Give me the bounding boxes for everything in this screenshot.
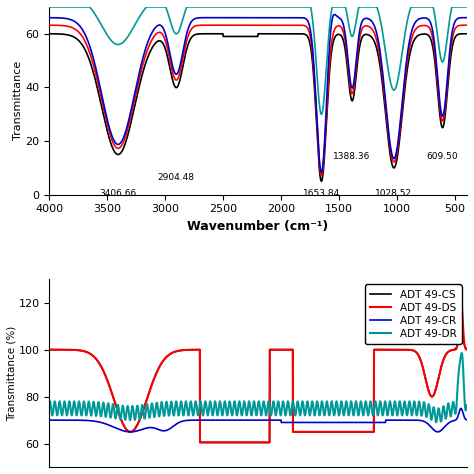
ADT 49-DR: [249, 410, 255, 416]
Text: 1028.52: 1028.52: [375, 190, 412, 199]
ADT 49-DR: [68, 405, 73, 411]
ADT 49-DR: [238, 410, 244, 416]
Text: 2904.48: 2904.48: [158, 173, 195, 182]
Y-axis label: Transmittance (%): Transmittance (%): [7, 326, 17, 421]
ADT 49-DR: [459, 350, 465, 356]
Text: 3406.66: 3406.66: [100, 190, 137, 199]
ADT 49-CS: [46, 347, 52, 353]
ADT 49-CR: [375, 419, 381, 425]
ADT 49-DS: [238, 439, 244, 445]
ADT 49-CR: [46, 417, 52, 423]
ADT 49-DS: [46, 347, 52, 353]
ADT 49-DR: [452, 408, 457, 413]
ADT 49-DR: [464, 402, 470, 408]
Line: ADT 49-CR: ADT 49-CR: [49, 409, 467, 432]
ADT 49-DS: [452, 347, 458, 353]
ADT 49-CR: [128, 429, 133, 435]
ADT 49-DR: [433, 419, 439, 425]
ADT 49-DS: [375, 347, 381, 353]
ADT 49-DR: [452, 409, 458, 415]
Y-axis label: Transmittance: Transmittance: [12, 61, 23, 140]
ADT 49-CS: [197, 439, 203, 445]
ADT 49-CS: [238, 439, 244, 445]
ADT 49-DS: [458, 295, 464, 301]
ADT 49-DR: [375, 412, 381, 418]
ADT 49-CR: [238, 417, 244, 423]
ADT 49-DS: [68, 347, 73, 353]
ADT 49-CR: [250, 417, 255, 423]
ADT 49-CS: [68, 347, 73, 353]
ADT 49-CR: [458, 406, 464, 411]
Legend: ADT 49-CS, ADT 49-DS, ADT 49-CR, ADT 49-DR: ADT 49-CS, ADT 49-DS, ADT 49-CR, ADT 49-…: [365, 284, 462, 344]
Line: ADT 49-DR: ADT 49-DR: [49, 353, 467, 422]
ADT 49-DS: [197, 439, 203, 445]
ADT 49-CS: [250, 439, 255, 445]
ADT 49-DS: [452, 347, 457, 353]
ADT 49-DR: [46, 401, 52, 407]
Text: 1388.36: 1388.36: [333, 152, 371, 161]
ADT 49-CR: [452, 418, 458, 423]
ADT 49-CS: [452, 346, 458, 352]
Line: ADT 49-CS: ADT 49-CS: [49, 338, 467, 442]
ADT 49-CR: [452, 418, 457, 423]
ADT 49-CS: [464, 346, 470, 352]
ADT 49-CS: [375, 347, 381, 353]
Line: ADT 49-DS: ADT 49-DS: [49, 298, 467, 442]
ADT 49-DS: [250, 439, 255, 445]
ADT 49-CR: [464, 417, 470, 423]
X-axis label: Wavenumber (cm⁻¹): Wavenumber (cm⁻¹): [187, 220, 328, 233]
Text: 609.50: 609.50: [427, 152, 458, 161]
ADT 49-DS: [464, 347, 470, 353]
ADT 49-CS: [458, 335, 464, 341]
Text: 1653.84: 1653.84: [303, 190, 340, 199]
ADT 49-CR: [68, 417, 73, 423]
ADT 49-CS: [452, 346, 457, 352]
